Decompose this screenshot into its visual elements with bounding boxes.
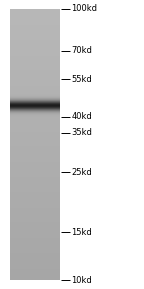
Text: 35kd: 35kd (71, 128, 92, 137)
Text: 70kd: 70kd (71, 46, 92, 55)
Text: 55kd: 55kd (71, 75, 92, 84)
Text: 25kd: 25kd (71, 168, 92, 177)
Text: 10kd: 10kd (71, 276, 92, 285)
Text: 100kd: 100kd (71, 4, 97, 13)
Text: 15kd: 15kd (71, 228, 92, 237)
Text: 40kd: 40kd (71, 112, 92, 121)
